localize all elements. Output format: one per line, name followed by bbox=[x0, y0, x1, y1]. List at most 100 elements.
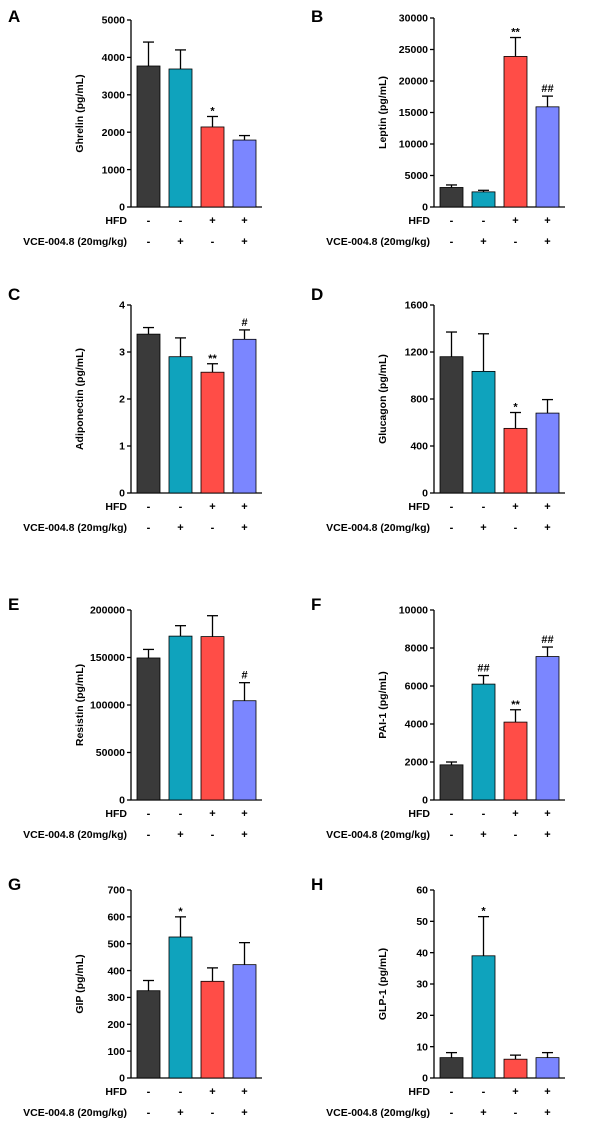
vce-sign: + bbox=[241, 236, 247, 248]
hfd-row-label: HFD bbox=[408, 501, 430, 513]
bar bbox=[439, 764, 464, 801]
bar bbox=[200, 126, 225, 208]
y-tick-label: 200000 bbox=[90, 605, 125, 617]
panel-letter: A bbox=[8, 7, 20, 26]
hfd-row-label: HFD bbox=[408, 215, 430, 227]
y-axis-label: Adiponectin (pg/mL) bbox=[74, 348, 86, 450]
hfd-sign: - bbox=[179, 1086, 183, 1098]
significance-label: * bbox=[481, 906, 486, 918]
bar bbox=[439, 1057, 464, 1079]
bar bbox=[168, 356, 193, 494]
hfd-sign: - bbox=[147, 501, 151, 513]
vce-sign: - bbox=[450, 829, 454, 841]
y-axis-label: Resistin (pg/mL) bbox=[74, 664, 86, 746]
vce-sign: - bbox=[147, 522, 151, 534]
vce-sign: + bbox=[177, 829, 183, 841]
y-axis-label: GIP (pg/mL) bbox=[74, 954, 86, 1013]
vce-row-label: VCE-004.8 (20mg/kg) bbox=[23, 1107, 127, 1119]
vce-sign: + bbox=[177, 236, 183, 248]
vce-sign: - bbox=[514, 236, 518, 248]
y-tick-label: 400 bbox=[410, 441, 428, 453]
bar bbox=[136, 990, 161, 1079]
y-tick-label: 500 bbox=[107, 938, 125, 950]
bar bbox=[535, 1057, 560, 1079]
significance-label: # bbox=[241, 317, 247, 329]
y-axis-label: Glucagon (pg/mL) bbox=[377, 354, 389, 444]
vce-sign: + bbox=[177, 522, 183, 534]
bar bbox=[200, 636, 225, 801]
significance-label: ** bbox=[208, 353, 217, 365]
bar bbox=[136, 333, 161, 494]
significance-label: * bbox=[513, 402, 518, 414]
bar bbox=[168, 68, 193, 208]
bar bbox=[535, 412, 560, 494]
panel-letter: F bbox=[311, 595, 321, 614]
vce-row-label: VCE-004.8 (20mg/kg) bbox=[23, 829, 127, 841]
bar bbox=[471, 191, 496, 208]
bar bbox=[232, 338, 257, 494]
vce-sign: + bbox=[544, 1107, 550, 1119]
y-tick-label: 30000 bbox=[399, 13, 428, 25]
y-tick-label: 1 bbox=[119, 441, 125, 453]
vce-sign: - bbox=[211, 1107, 215, 1119]
hfd-row-label: HFD bbox=[105, 1086, 127, 1098]
hfd-sign: - bbox=[482, 501, 486, 513]
panel-h: H 0 10 20 30 40 50 60 GLP-1 (pg/mL) * HFD VCE-004.8… bbox=[311, 875, 565, 1119]
hfd-sign: - bbox=[147, 1086, 151, 1098]
vce-sign: + bbox=[177, 1107, 183, 1119]
vce-sign: - bbox=[211, 236, 215, 248]
vce-row-label: VCE-004.8 (20mg/kg) bbox=[23, 236, 127, 248]
y-tick-label: 600 bbox=[107, 912, 125, 924]
bar bbox=[439, 356, 464, 494]
y-tick-label: 0 bbox=[422, 202, 428, 214]
y-tick-label: 60 bbox=[416, 885, 428, 897]
hfd-sign: - bbox=[147, 215, 151, 227]
panel-e: E 0 50000 100000 150000 200000 Resistin (pg/mL… bbox=[8, 595, 262, 841]
hfd-sign: + bbox=[544, 501, 550, 513]
y-tick-label: 0 bbox=[422, 795, 428, 807]
panel-letter: B bbox=[311, 7, 323, 26]
vce-sign: + bbox=[544, 522, 550, 534]
vce-sign: - bbox=[450, 522, 454, 534]
y-tick-label: 5000 bbox=[102, 15, 126, 27]
y-tick-label: 300 bbox=[107, 992, 125, 1004]
hfd-row-label: HFD bbox=[105, 215, 127, 227]
y-tick-label: 800 bbox=[410, 394, 428, 406]
bar bbox=[168, 936, 193, 1079]
hfd-sign: + bbox=[544, 808, 550, 820]
y-tick-label: 30 bbox=[416, 979, 428, 991]
vce-sign: - bbox=[514, 829, 518, 841]
bar bbox=[168, 635, 193, 801]
hfd-sign: + bbox=[512, 501, 518, 513]
bar bbox=[535, 106, 560, 208]
y-tick-label: 25000 bbox=[399, 44, 428, 56]
panel-c: C 0 1 2 3 4 Adiponectin (pg/mL) ** # HFD VCE-004.8… bbox=[8, 285, 262, 534]
bar bbox=[439, 187, 464, 208]
y-tick-label: 50000 bbox=[96, 747, 125, 759]
hfd-sign: - bbox=[450, 808, 454, 820]
panel-letter: D bbox=[311, 285, 323, 304]
significance-label: ## bbox=[477, 663, 489, 675]
bar bbox=[136, 657, 161, 801]
y-tick-label: 10 bbox=[416, 1041, 428, 1053]
panel-a: A 0 1000 2000 3000 4000 5000 Ghrelin (pg/mL) * HF… bbox=[8, 7, 262, 248]
vce-sign: - bbox=[514, 522, 518, 534]
y-tick-label: 5000 bbox=[405, 170, 429, 182]
hfd-sign: + bbox=[241, 1086, 247, 1098]
vce-sign: - bbox=[211, 829, 215, 841]
hfd-sign: - bbox=[179, 215, 183, 227]
y-tick-label: 3 bbox=[119, 347, 125, 359]
y-tick-label: 1200 bbox=[405, 347, 429, 359]
vce-sign: - bbox=[211, 522, 215, 534]
significance-label: ** bbox=[511, 27, 520, 39]
bar bbox=[503, 721, 528, 801]
panel-g: G 0 100 200 300 400 500 600 700 GIP (pg/mL) * HFD VC… bbox=[8, 875, 262, 1119]
vce-sign: + bbox=[241, 829, 247, 841]
y-tick-label: 4 bbox=[119, 300, 125, 312]
hfd-row-label: HFD bbox=[105, 808, 127, 820]
bar bbox=[535, 656, 560, 801]
y-tick-label: 20000 bbox=[399, 76, 428, 88]
y-tick-label: 700 bbox=[107, 885, 125, 897]
vce-sign: + bbox=[480, 236, 486, 248]
